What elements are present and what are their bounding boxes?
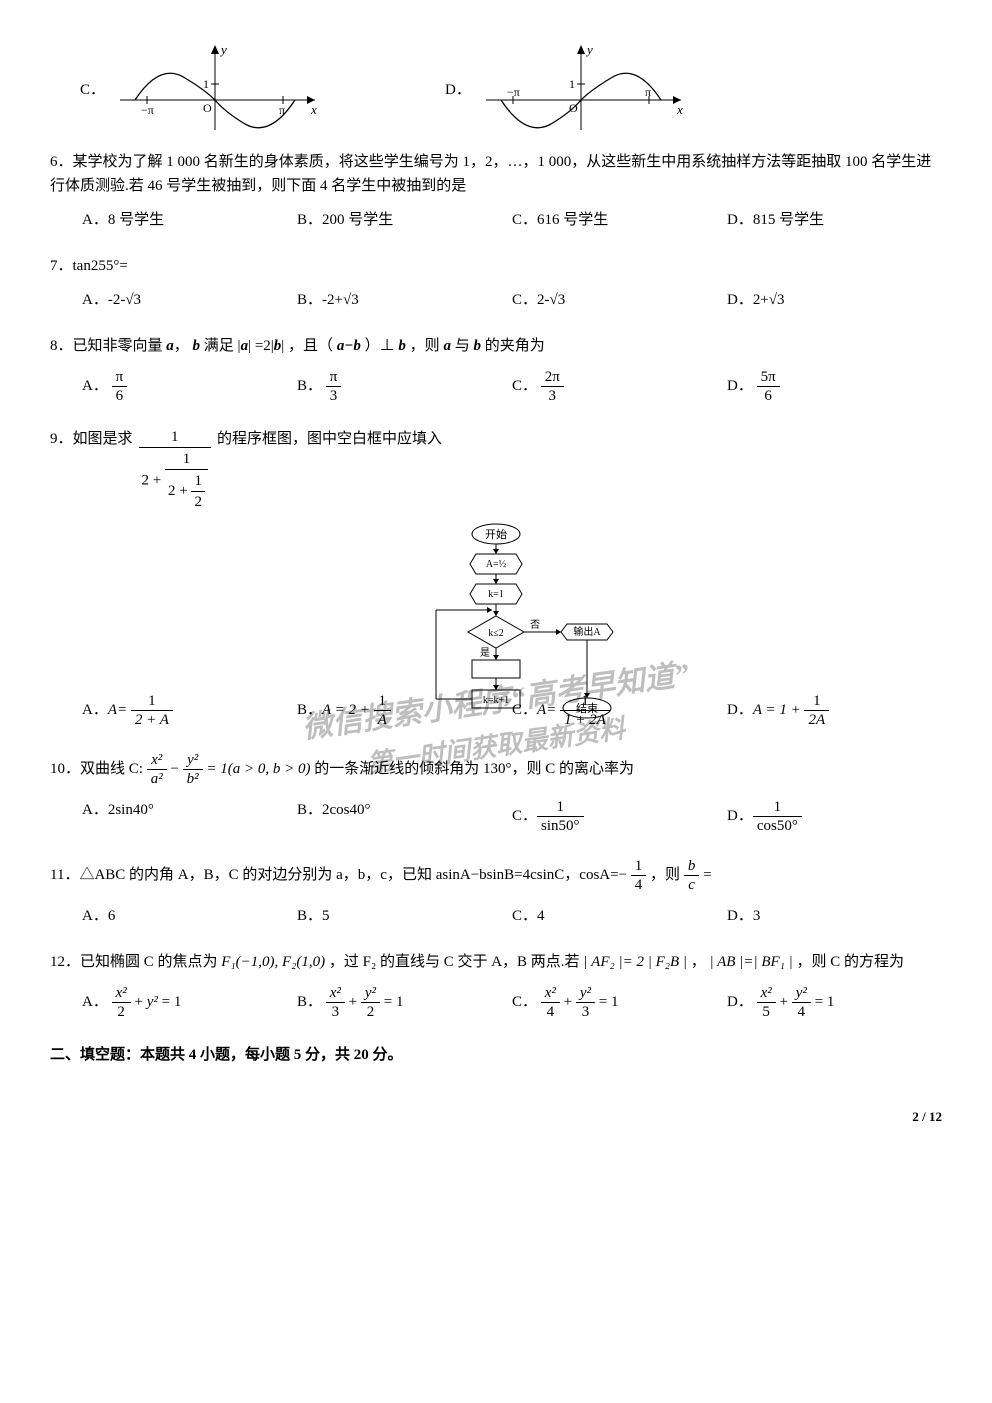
q11-opt-B[interactable]: B．5 bbox=[297, 900, 512, 932]
q12-opt-B[interactable]: B． x²3 + y²2 = 1 bbox=[297, 980, 512, 1025]
svg-text:k=1: k=1 bbox=[488, 589, 504, 600]
svg-text:x: x bbox=[310, 102, 317, 117]
svg-text:k≤2: k≤2 bbox=[488, 628, 504, 639]
q10-opt-B[interactable]: B．2cos40° bbox=[297, 794, 512, 839]
nested-fraction: 1 2 + 1 2 + 12 bbox=[139, 427, 211, 514]
q10-opt-C[interactable]: C．1sin50° bbox=[512, 794, 727, 839]
q6-opt-A[interactable]: A．8 号学生 bbox=[82, 204, 297, 236]
q7-opt-D[interactable]: D．2+√3 bbox=[727, 284, 942, 316]
q12-opt-A[interactable]: A． x²2 + y² = 1 bbox=[82, 980, 297, 1025]
svg-text:开始: 开始 bbox=[485, 527, 507, 541]
q12-opt-D[interactable]: D． x²5 + y²4 = 1 bbox=[727, 980, 942, 1025]
q7-text: 7．tan255°= bbox=[50, 254, 942, 278]
opt-label: C． bbox=[80, 78, 105, 102]
q6-opt-B[interactable]: B．200 号学生 bbox=[297, 204, 512, 236]
q10-opt-D[interactable]: D．1cos50° bbox=[727, 794, 942, 839]
question-8: 8．已知非零向量 a， b 满足 |a| =2|b| ，且（ a−b ）⊥ b … bbox=[50, 334, 942, 409]
graph-D: y x O 1 −π π bbox=[481, 40, 691, 140]
q8-t1: 8．已知非零向量 bbox=[50, 338, 166, 354]
question-6: 6．某学校为了解 1 000 名新生的身体素质，将这些学生编号为 1，2，…，1… bbox=[50, 150, 942, 236]
q6-text: 6．某学校为了解 1 000 名新生的身体素质，将这些学生编号为 1，2，…，1… bbox=[50, 150, 942, 198]
question5-graph-options: C． y x O 1 −π π D． y x O 1 bbox=[80, 40, 942, 140]
page-number: 2 / 12 bbox=[50, 1107, 942, 1128]
q11-opt-D[interactable]: D．3 bbox=[727, 900, 942, 932]
svg-text:1: 1 bbox=[569, 77, 575, 91]
svg-text:1: 1 bbox=[203, 77, 209, 91]
q7-opt-A[interactable]: A．-2-√3 bbox=[82, 284, 297, 316]
svg-text:O: O bbox=[203, 101, 212, 115]
svg-text:否: 否 bbox=[530, 619, 540, 631]
option-C[interactable]: C． y x O 1 −π π bbox=[80, 40, 325, 140]
q8-opt-C[interactable]: C． 2π3 bbox=[512, 364, 727, 409]
question-11: 11．△ABC 的内角 A，B，C 的对边分别为 a，b，c，已知 asinA−… bbox=[50, 857, 942, 932]
svg-text:π: π bbox=[645, 85, 651, 99]
question-7: 7．tan255°= A．-2-√3 B．-2+√3 C．2-√3 D．2+√3 bbox=[50, 254, 942, 316]
q12-opt-C[interactable]: C． x²4 + y²3 = 1 bbox=[512, 980, 727, 1025]
q10-opt-A[interactable]: A．2sin40° bbox=[82, 794, 297, 839]
q7-opt-B[interactable]: B．-2+√3 bbox=[297, 284, 512, 316]
svg-text:A=½: A=½ bbox=[486, 559, 507, 570]
svg-text:y: y bbox=[219, 42, 227, 57]
opt-label: D． bbox=[445, 78, 471, 102]
q8-opt-A[interactable]: A． π6 bbox=[82, 364, 297, 409]
section-2-header: 二、填空题：本题共 4 小题，每小题 5 分，共 20 分。 bbox=[50, 1043, 942, 1067]
svg-text:x: x bbox=[676, 102, 683, 117]
q9-opt-A[interactable]: A．A= 12 + A bbox=[82, 688, 297, 733]
svg-text:输出A: 输出A bbox=[573, 625, 601, 638]
q7-opt-C[interactable]: C．2-√3 bbox=[512, 284, 727, 316]
option-D[interactable]: D． y x O 1 −π π bbox=[445, 40, 691, 140]
svg-text:−π: −π bbox=[141, 103, 154, 117]
q8-opt-D[interactable]: D． 5π6 bbox=[727, 364, 942, 409]
question-9: 9．如图是求 1 2 + 1 2 + 12 的程序框图，图中空白框中应填入 开始 bbox=[50, 427, 942, 733]
svg-text:y: y bbox=[585, 42, 593, 57]
graph-C: y x O 1 −π π bbox=[115, 40, 325, 140]
q8-opt-B[interactable]: B． π3 bbox=[297, 364, 512, 409]
q6-opt-C[interactable]: C．616 号学生 bbox=[512, 204, 727, 236]
q11-opt-C[interactable]: C．4 bbox=[512, 900, 727, 932]
q11-opt-A[interactable]: A．6 bbox=[82, 900, 297, 932]
svg-text:是: 是 bbox=[480, 647, 490, 659]
question-12: 12．已知椭圆 C 的焦点为 F₁(−1,0), F₂(1,0) ，过 F₂ 的… bbox=[50, 950, 942, 1025]
q6-opt-D[interactable]: D．815 号学生 bbox=[727, 204, 942, 236]
q9-opt-D[interactable]: D．A = 1 + 12A bbox=[727, 688, 942, 733]
